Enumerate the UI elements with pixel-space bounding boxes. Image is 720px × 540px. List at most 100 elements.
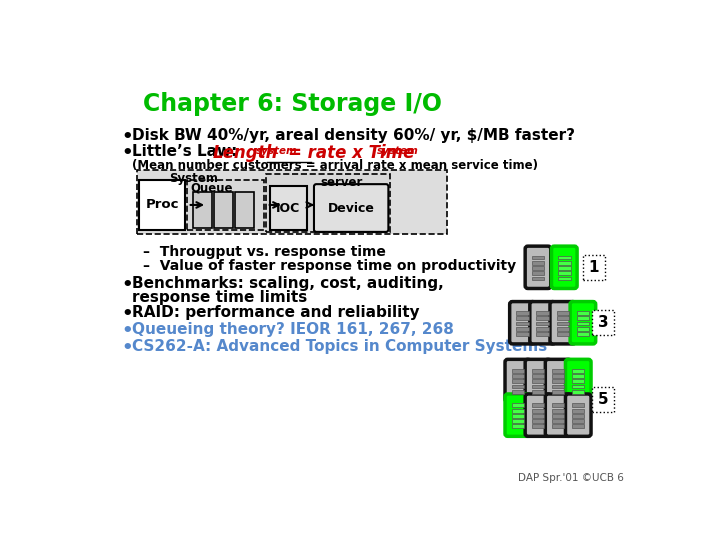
- FancyBboxPatch shape: [565, 394, 591, 436]
- FancyBboxPatch shape: [532, 403, 544, 407]
- FancyBboxPatch shape: [137, 170, 446, 234]
- Text: 5: 5: [598, 392, 608, 407]
- Text: Proc: Proc: [145, 198, 179, 212]
- Text: Little’s Law:: Little’s Law:: [132, 144, 243, 159]
- FancyBboxPatch shape: [510, 301, 535, 344]
- FancyBboxPatch shape: [266, 174, 390, 232]
- Text: •: •: [121, 339, 132, 357]
- FancyBboxPatch shape: [557, 316, 569, 320]
- FancyBboxPatch shape: [532, 255, 544, 259]
- FancyBboxPatch shape: [552, 419, 564, 423]
- FancyBboxPatch shape: [532, 276, 544, 280]
- FancyBboxPatch shape: [516, 311, 528, 315]
- FancyBboxPatch shape: [572, 424, 585, 428]
- FancyBboxPatch shape: [193, 192, 212, 228]
- FancyBboxPatch shape: [516, 316, 528, 320]
- Text: Disk BW 40%/yr, areal density 60%/ yr, $/MB faster?: Disk BW 40%/yr, areal density 60%/ yr, $…: [132, 128, 575, 143]
- Text: RAID: performance and reliability: RAID: performance and reliability: [132, 305, 420, 320]
- FancyBboxPatch shape: [525, 359, 551, 402]
- FancyBboxPatch shape: [572, 374, 585, 378]
- FancyBboxPatch shape: [570, 301, 595, 344]
- FancyBboxPatch shape: [512, 390, 524, 394]
- Text: System: System: [169, 172, 218, 185]
- FancyBboxPatch shape: [593, 310, 614, 335]
- FancyBboxPatch shape: [532, 266, 544, 270]
- FancyBboxPatch shape: [235, 192, 253, 228]
- Text: = rate x Time: = rate x Time: [289, 144, 415, 162]
- FancyBboxPatch shape: [558, 266, 570, 270]
- FancyBboxPatch shape: [577, 321, 589, 326]
- FancyBboxPatch shape: [532, 261, 544, 265]
- Text: •: •: [121, 144, 132, 162]
- FancyBboxPatch shape: [512, 374, 524, 378]
- FancyBboxPatch shape: [577, 311, 589, 315]
- FancyBboxPatch shape: [577, 332, 589, 336]
- FancyBboxPatch shape: [552, 424, 564, 428]
- Text: –  Value of faster response time on productivity: – Value of faster response time on produ…: [143, 259, 516, 273]
- Text: (Mean number customers = arrival rate x mean service time): (Mean number customers = arrival rate x …: [132, 159, 538, 172]
- FancyBboxPatch shape: [512, 379, 524, 383]
- FancyBboxPatch shape: [505, 394, 531, 436]
- FancyBboxPatch shape: [552, 374, 564, 378]
- FancyBboxPatch shape: [558, 261, 570, 265]
- FancyBboxPatch shape: [552, 379, 564, 383]
- FancyBboxPatch shape: [532, 390, 544, 394]
- FancyBboxPatch shape: [525, 246, 551, 288]
- FancyBboxPatch shape: [557, 332, 569, 336]
- FancyBboxPatch shape: [516, 321, 528, 326]
- Text: Device: Device: [328, 201, 374, 214]
- FancyBboxPatch shape: [530, 301, 555, 344]
- FancyBboxPatch shape: [572, 379, 585, 383]
- FancyBboxPatch shape: [572, 369, 585, 373]
- FancyBboxPatch shape: [536, 316, 549, 320]
- FancyBboxPatch shape: [552, 384, 564, 388]
- FancyBboxPatch shape: [139, 179, 185, 231]
- FancyBboxPatch shape: [593, 387, 614, 412]
- FancyBboxPatch shape: [512, 414, 524, 418]
- FancyBboxPatch shape: [577, 327, 589, 330]
- FancyBboxPatch shape: [512, 409, 524, 413]
- Text: –  Througput vs. response time: – Througput vs. response time: [143, 245, 386, 259]
- FancyBboxPatch shape: [552, 403, 564, 407]
- FancyBboxPatch shape: [558, 276, 570, 280]
- FancyBboxPatch shape: [532, 409, 544, 413]
- FancyBboxPatch shape: [558, 255, 570, 259]
- Text: Length: Length: [212, 144, 278, 162]
- FancyBboxPatch shape: [314, 184, 388, 232]
- FancyBboxPatch shape: [532, 369, 544, 373]
- FancyBboxPatch shape: [552, 414, 564, 418]
- FancyBboxPatch shape: [572, 414, 585, 418]
- FancyBboxPatch shape: [583, 255, 605, 280]
- FancyBboxPatch shape: [565, 359, 591, 402]
- FancyBboxPatch shape: [572, 384, 585, 388]
- Text: Queue: Queue: [190, 181, 233, 194]
- FancyBboxPatch shape: [270, 186, 307, 230]
- Text: system: system: [377, 146, 418, 157]
- FancyBboxPatch shape: [214, 192, 233, 228]
- Text: •: •: [121, 322, 132, 340]
- FancyBboxPatch shape: [516, 327, 528, 330]
- FancyBboxPatch shape: [516, 332, 528, 336]
- FancyBboxPatch shape: [572, 403, 585, 407]
- Text: •: •: [121, 305, 132, 323]
- Text: Queueing theory? IEOR 161, 267, 268: Queueing theory? IEOR 161, 267, 268: [132, 322, 454, 337]
- FancyBboxPatch shape: [552, 246, 577, 288]
- Text: DAP Spr.'01 ©UCB 6: DAP Spr.'01 ©UCB 6: [518, 473, 624, 483]
- FancyBboxPatch shape: [532, 384, 544, 388]
- FancyBboxPatch shape: [532, 419, 544, 423]
- FancyBboxPatch shape: [545, 359, 571, 402]
- FancyBboxPatch shape: [552, 390, 564, 394]
- FancyBboxPatch shape: [572, 390, 585, 394]
- FancyBboxPatch shape: [572, 419, 585, 423]
- Text: server: server: [320, 176, 363, 188]
- Text: Chapter 6: Storage I/O: Chapter 6: Storage I/O: [143, 92, 441, 116]
- Text: •: •: [121, 128, 132, 146]
- FancyBboxPatch shape: [505, 359, 531, 402]
- FancyBboxPatch shape: [552, 409, 564, 413]
- FancyBboxPatch shape: [536, 332, 549, 336]
- Text: 3: 3: [598, 315, 608, 330]
- FancyBboxPatch shape: [536, 321, 549, 326]
- Text: IOC: IOC: [276, 201, 300, 214]
- FancyBboxPatch shape: [550, 301, 575, 344]
- FancyBboxPatch shape: [532, 424, 544, 428]
